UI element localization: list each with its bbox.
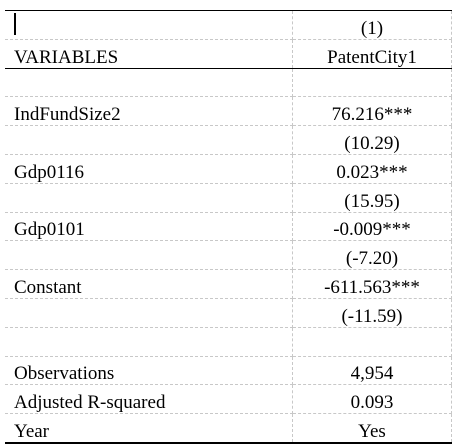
table-row: (-7.20): [5, 240, 452, 271]
variable-label: IndFundSize2: [5, 96, 293, 127]
table-row: Gdp0116 0.023***: [5, 154, 452, 184]
coefficient-value: -0.009***: [292, 212, 452, 242]
stat-value: 4,954: [292, 356, 452, 386]
table-row: IndFundSize2 76.216***: [5, 96, 452, 127]
spacer-cell: [292, 68, 452, 98]
header-cell-empty[interactable]: [5, 10, 293, 40]
stat-label: Adjusted R-squared: [5, 384, 293, 415]
table-row: (10.29): [5, 125, 452, 155]
spacer-cell: [292, 327, 452, 357]
spacer-cell: [5, 68, 293, 98]
variable-label: Gdp0101: [5, 212, 293, 242]
variables-label: VARIABLES: [5, 39, 293, 69]
header-row-variables: VARIABLES PatentCity1: [5, 39, 452, 69]
variable-label: [5, 298, 293, 328]
t-statistic-value: (10.29): [292, 125, 452, 155]
model-number: (1): [292, 10, 452, 40]
table-row: (15.95): [5, 183, 452, 213]
t-statistic-value: (15.95): [292, 183, 452, 213]
variable-label: Gdp0116: [5, 154, 293, 184]
spacer-row: [5, 327, 452, 357]
variable-label: Constant: [5, 269, 293, 299]
variable-label: [5, 125, 293, 155]
stat-value: 0.093: [292, 384, 452, 415]
coefficient-value: 76.216***: [292, 96, 452, 127]
coefficient-value: -611.563***: [292, 269, 452, 299]
variable-label: [5, 240, 293, 271]
header-row-model-number: (1): [5, 10, 452, 40]
stats-row-adjusted-r-squared: Adjusted R-squared 0.093: [5, 384, 452, 415]
dependent-variable: PatentCity1: [292, 39, 452, 69]
table-row: (-11.59): [5, 298, 452, 328]
variable-label: [5, 183, 293, 213]
table-row: Constant -611.563***: [5, 269, 452, 299]
spacer-row: [5, 68, 452, 98]
stat-label: Observations: [5, 356, 293, 386]
coefficient-value: 0.023***: [292, 154, 452, 184]
text-cursor: [14, 13, 16, 35]
t-statistic-value: (-7.20): [292, 240, 452, 271]
regression-table: (1) VARIABLES PatentCity1 IndFundSize2 7…: [5, 10, 452, 444]
spacer-cell: [5, 327, 293, 357]
t-statistic-value: (-11.59): [292, 298, 452, 328]
stats-row-observations: Observations 4,954: [5, 356, 452, 386]
table-row: Gdp0101 -0.009***: [5, 212, 452, 242]
